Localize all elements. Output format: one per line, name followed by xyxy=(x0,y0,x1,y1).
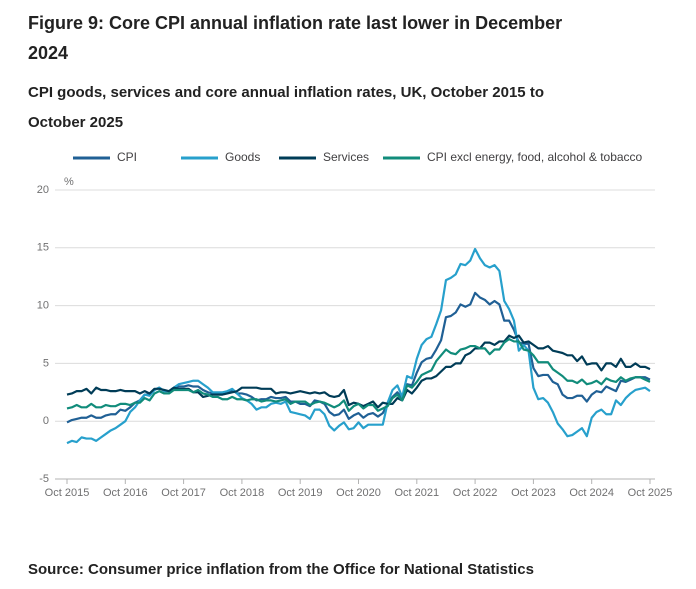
x-tick-label: Oct 2017 xyxy=(161,487,206,499)
x-tick-label: Oct 2023 xyxy=(511,487,556,499)
x-tick-label: Oct 2018 xyxy=(220,487,265,499)
chart-subtitle: CPI goods, services and core annual infl… xyxy=(28,84,544,131)
legend-label: Services xyxy=(323,150,369,164)
x-tick-label: Oct 2022 xyxy=(453,487,498,499)
legend-label: CPI excl energy, food, alcohol & tobacco xyxy=(427,150,643,164)
x-tick-label: Oct 2016 xyxy=(103,487,148,499)
y-tick-label: -5 xyxy=(39,473,49,485)
y-axis-label: % xyxy=(64,176,74,188)
series-line xyxy=(66,334,651,409)
series-line xyxy=(66,247,651,445)
y-tick-label: 15 xyxy=(37,242,49,254)
legend-label: CPI xyxy=(117,150,137,164)
chart-title: Figure 9: Core CPI annual inflation rate… xyxy=(28,13,563,63)
source: Source: Consumer price inflation from th… xyxy=(28,561,534,578)
x-tick-label: Oct 2019 xyxy=(278,487,323,499)
x-tick-label: Oct 2025 xyxy=(628,487,673,499)
legend-label: Goods xyxy=(225,150,260,164)
x-tick-label: Oct 2020 xyxy=(336,487,381,499)
x-tick-label: Oct 2024 xyxy=(569,487,614,499)
y-tick-label: 5 xyxy=(43,357,49,369)
x-tick-label: Oct 2021 xyxy=(394,487,439,499)
series-line xyxy=(66,338,651,412)
y-tick-label: 20 xyxy=(37,184,49,196)
y-tick-label: 0 xyxy=(43,415,49,427)
x-tick-label: Oct 2015 xyxy=(45,487,90,499)
y-tick-label: 10 xyxy=(37,300,49,312)
